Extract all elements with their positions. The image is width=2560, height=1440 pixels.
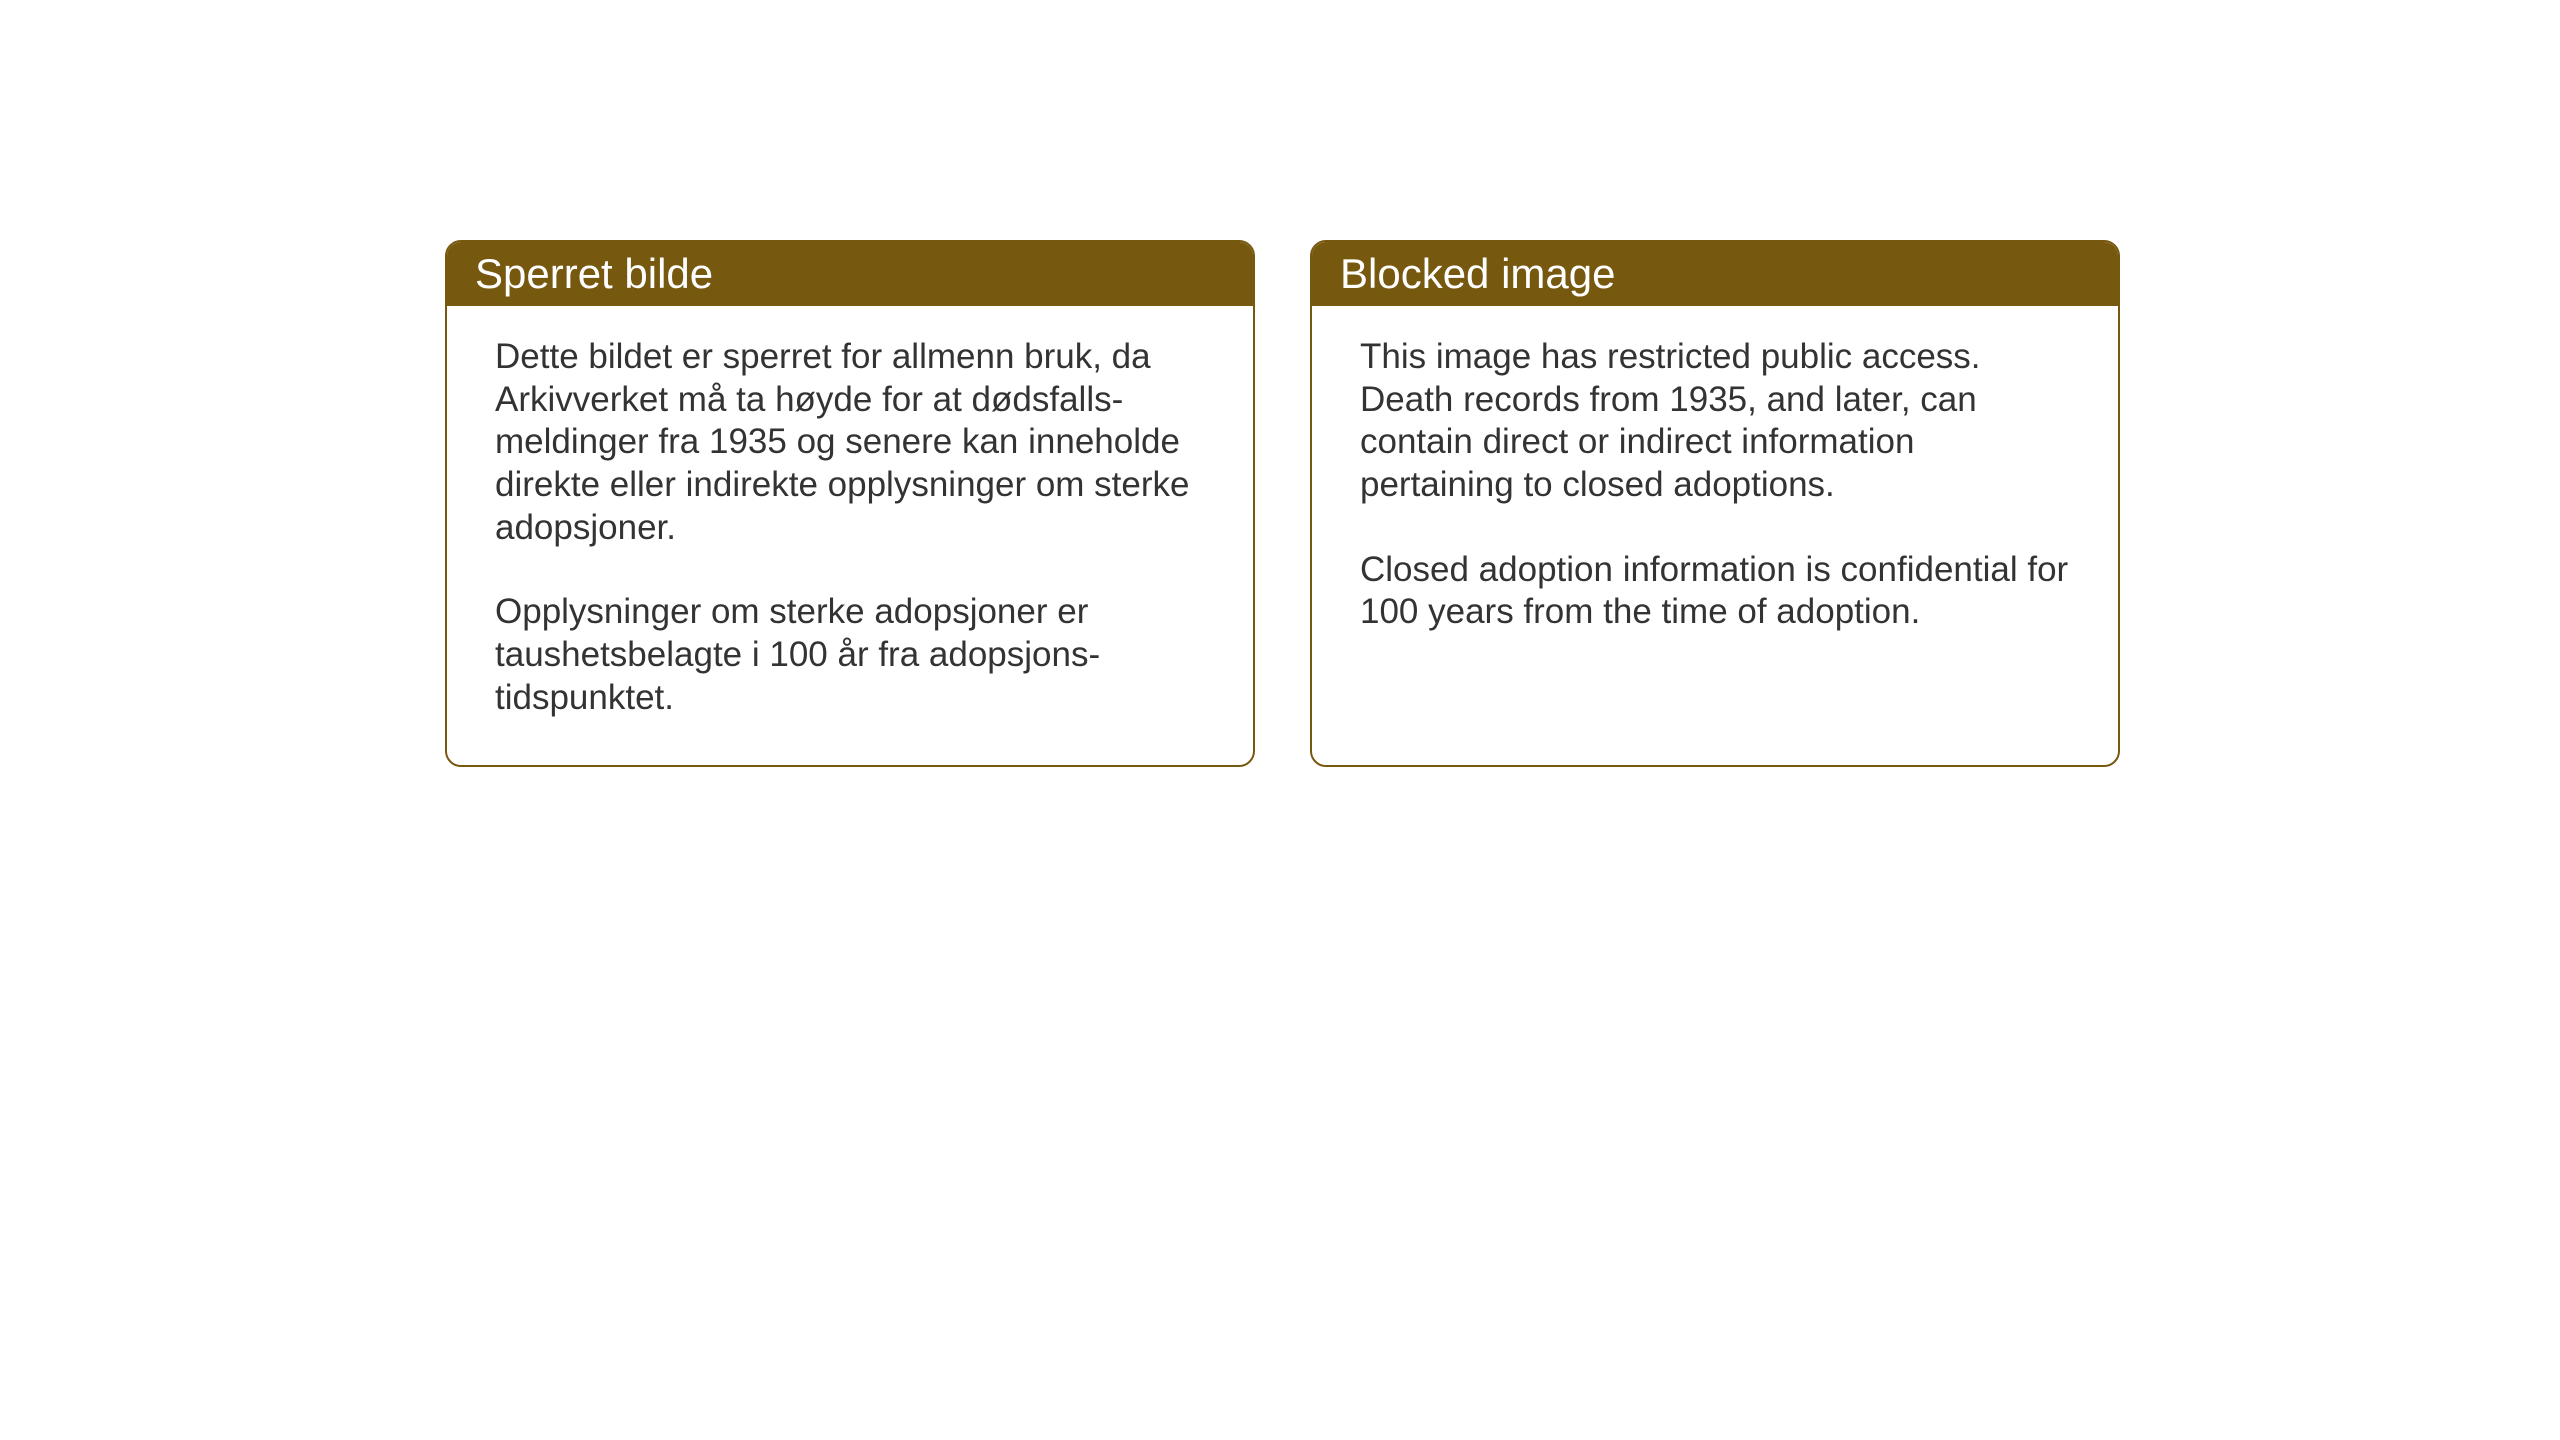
card-english-body: This image has restricted public access.… bbox=[1312, 306, 2118, 679]
card-english: Blocked image This image has restricted … bbox=[1310, 240, 2120, 767]
card-norwegian-header: Sperret bilde bbox=[447, 242, 1253, 306]
card-norwegian: Sperret bilde Dette bildet er sperret fo… bbox=[445, 240, 1255, 767]
card-english-header: Blocked image bbox=[1312, 242, 2118, 306]
card-norwegian-paragraph-1: Dette bildet er sperret for allmenn bruk… bbox=[495, 336, 1205, 549]
card-english-title: Blocked image bbox=[1340, 250, 1615, 297]
card-norwegian-body: Dette bildet er sperret for allmenn bruk… bbox=[447, 306, 1253, 765]
card-english-paragraph-1: This image has restricted public access.… bbox=[1360, 336, 2070, 507]
card-norwegian-paragraph-2: Opplysninger om sterke adopsjoner er tau… bbox=[495, 591, 1205, 719]
card-english-paragraph-2: Closed adoption information is confident… bbox=[1360, 549, 2070, 634]
cards-container: Sperret bilde Dette bildet er sperret fo… bbox=[445, 240, 2120, 767]
card-norwegian-title: Sperret bilde bbox=[475, 250, 713, 297]
